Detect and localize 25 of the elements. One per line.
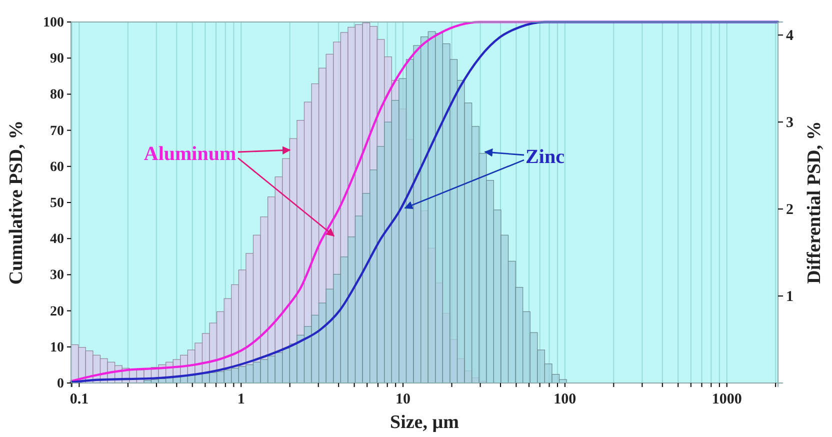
x-tick-label: 0.1 [70, 392, 89, 408]
y-tick-label: 60 [50, 160, 64, 175]
y-tick-label: 80 [50, 88, 64, 103]
y-tick-label: 30 [50, 268, 64, 284]
y-tick-label: 50 [50, 196, 64, 211]
x-tick-label: 1000 [712, 392, 742, 408]
x-tick-label: 1 [237, 392, 245, 408]
y-axis-title: Cumulative PSD, % [6, 120, 27, 285]
y-tick-label: 40 [50, 232, 64, 248]
y-tick-label: 10 [50, 340, 64, 356]
x-tick-label: 10 [396, 392, 411, 408]
x-tick-label: 100 [554, 392, 576, 408]
y-tick-label: 0 [57, 376, 64, 392]
y2-axis-title: Differential PSD, % [804, 121, 825, 284]
y-tick-label: 100 [43, 15, 64, 30]
x-axis-title: Size, µm [390, 412, 460, 433]
y2-tick-label: 3 [786, 114, 794, 131]
y-tick-label: 70 [50, 124, 64, 139]
y-tick-label: 90 [50, 52, 64, 67]
y2-tick-label: 1 [786, 288, 794, 305]
text: Aluminum [144, 143, 236, 165]
text: Zinc [526, 146, 565, 168]
y2-tick-label: 2 [786, 202, 794, 218]
y-tick-label: 20 [50, 304, 64, 320]
y2-tick-label: 4 [786, 28, 794, 44]
